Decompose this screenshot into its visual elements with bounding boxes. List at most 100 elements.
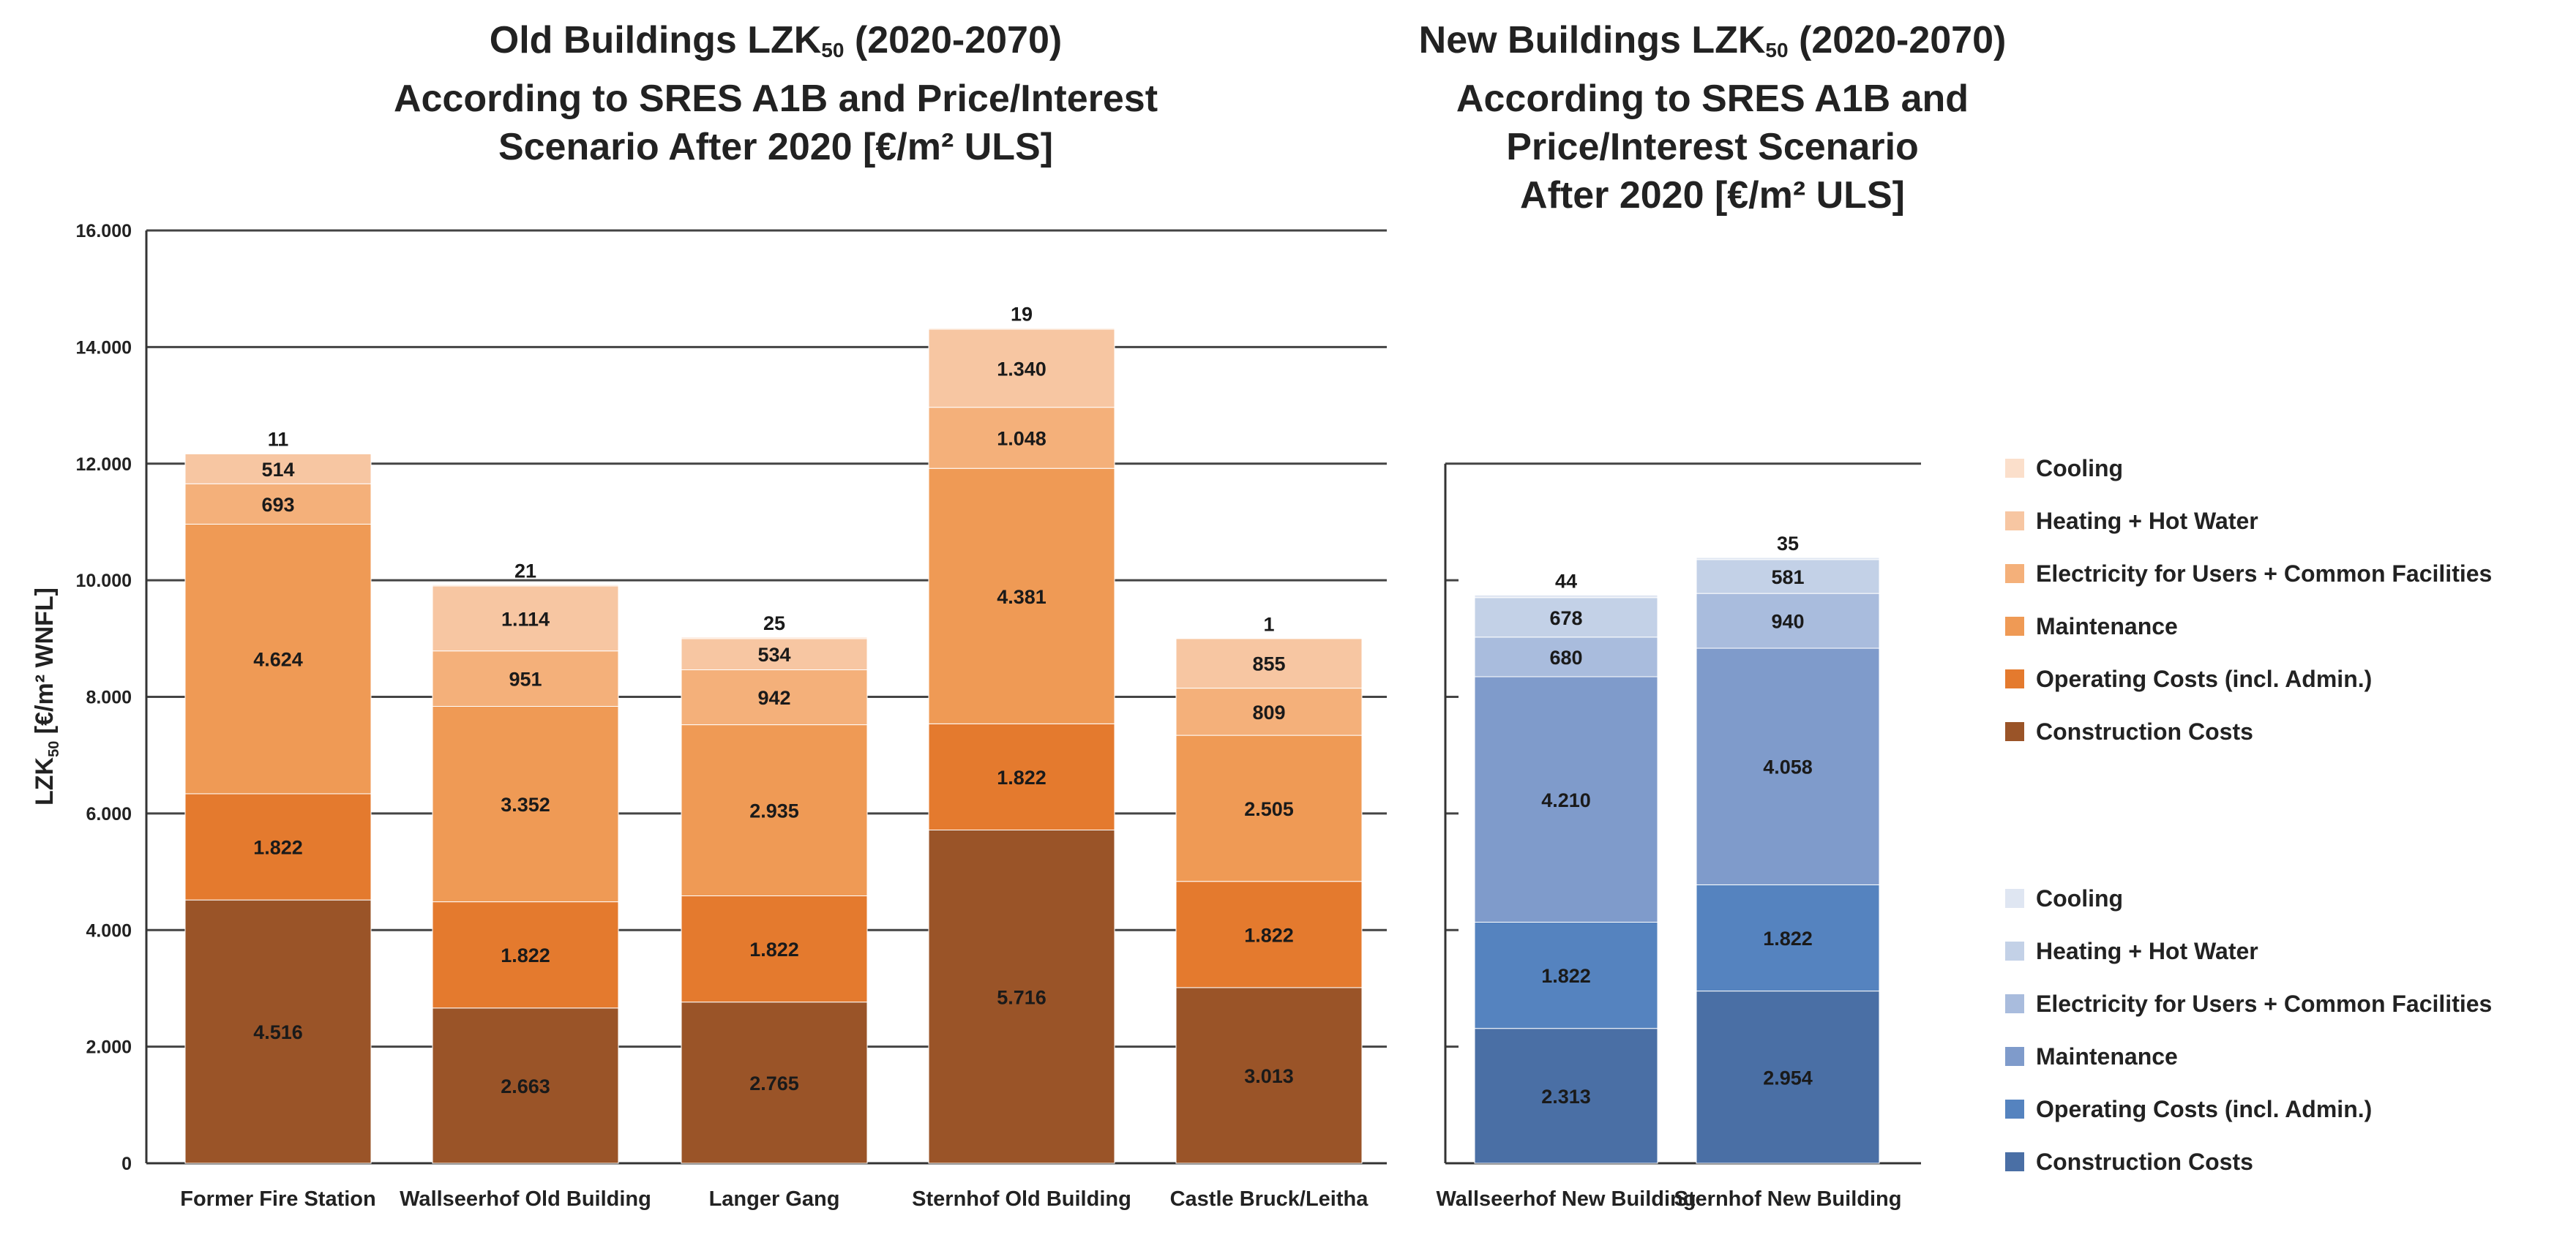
legend-swatch	[2005, 1152, 2024, 1171]
legend-label: Electricity for Users + Common Facilitie…	[2036, 990, 2493, 1017]
y-tick-label: 14.000	[76, 337, 132, 358]
bar-segment-operating-costs-incl-admin	[928, 723, 1115, 831]
legend-item-operating-costs-incl-admin: Operating Costs (incl. Admin.)	[2005, 1094, 2372, 1124]
legend-swatch	[2005, 994, 2024, 1013]
data-label: 942	[757, 687, 790, 709]
bar-segment-cooling	[928, 327, 1115, 330]
bar-segment-operating-costs-incl-admin	[681, 895, 868, 1003]
bar-segment-heating-hot-water	[1696, 559, 1880, 594]
x-tick-label: Sternhof New Building	[1674, 1187, 1902, 1211]
bar-segment-maintenance	[681, 724, 868, 896]
bar-segment-cooling	[681, 636, 868, 639]
bar-segment-construction-costs	[1474, 1028, 1658, 1164]
left-chart-title: Old Buildings LZK50 (2020-2070) Accordin…	[307, 16, 1244, 171]
right-title-line1-post: (2020-2070)	[1788, 19, 2007, 61]
data-label: 19	[1011, 303, 1033, 325]
legend-swatch	[2005, 564, 2024, 583]
data-label: 3.013	[1244, 1065, 1294, 1087]
data-label: 1.822	[1763, 928, 1813, 950]
data-label: 11	[268, 428, 289, 450]
legend-swatch	[2005, 669, 2024, 688]
right-title-line1-pre: New Buildings LZK	[1418, 19, 1766, 61]
legend-label: Maintenance	[2036, 612, 2178, 639]
data-label: 2.505	[1244, 798, 1294, 820]
data-label: 1.822	[749, 939, 799, 961]
data-label: 2.765	[749, 1073, 799, 1094]
x-tick-label: Former Fire Station	[180, 1187, 376, 1211]
legend-item-construction-costs: Construction Costs	[2005, 1147, 2253, 1176]
bar-segment-electricity-for-users-common-facilities	[1175, 688, 1363, 736]
right-title-line4: After 2020 [€/m² ULS]	[1520, 174, 1905, 217]
data-label: 1.822	[253, 837, 303, 859]
data-label: 1.340	[997, 358, 1046, 380]
bar-segment-heating-hot-water	[1474, 597, 1658, 638]
legend-item-electricity-for-users-common-facilities: Electricity for Users + Common Facilitie…	[2005, 989, 2492, 1018]
data-label: 940	[1771, 611, 1804, 633]
bar-segment-heating-hot-water	[432, 585, 619, 652]
bar-segment-operating-costs-incl-admin	[1474, 921, 1658, 1029]
y-tick-label: 10.000	[76, 571, 132, 591]
y-tick-label: 8.000	[86, 688, 132, 708]
legend-item-operating-costs-incl-admin: Operating Costs (incl. Admin.)	[2005, 664, 2372, 694]
data-label: 581	[1771, 566, 1804, 588]
left-title-line1-pre: Old Buildings LZK	[489, 19, 822, 61]
legend-label: Operating Costs (incl. Admin.)	[2036, 665, 2373, 692]
bar-segment-maintenance	[184, 523, 372, 795]
legend-item-maintenance: Maintenance	[2005, 612, 2178, 641]
bar-segment-construction-costs	[1696, 991, 1880, 1164]
data-label: 1	[1263, 613, 1274, 635]
data-label: 534	[757, 644, 790, 666]
legend-swatch	[2005, 1047, 2024, 1066]
data-label: 1.114	[501, 608, 550, 630]
legend-swatch	[2005, 1100, 2024, 1119]
legend-item-heating-hot-water: Heating + Hot Water	[2005, 936, 2258, 966]
left-title-line3: Scenario After 2020 [€/m² ULS]	[498, 126, 1054, 168]
data-label: 1.048	[997, 427, 1046, 449]
legend-item-maintenance: Maintenance	[2005, 1042, 2178, 1071]
bar-segment-electricity-for-users-common-facilities	[184, 483, 372, 525]
bar-segment-maintenance	[928, 467, 1115, 724]
y-tick-label: 6.000	[86, 804, 132, 825]
data-label: 678	[1549, 607, 1582, 629]
data-label: 4.210	[1541, 789, 1591, 811]
legend-swatch	[2005, 942, 2024, 961]
legend-label: Electricity for Users + Common Facilitie…	[2036, 560, 2493, 587]
right-title-subscript: 50	[1765, 39, 1789, 61]
legend-label: Construction Costs	[2036, 1148, 2253, 1175]
data-label: 855	[1252, 653, 1285, 675]
bar-segment-operating-costs-incl-admin	[1696, 884, 1880, 992]
bar-segment-cooling	[1696, 557, 1880, 560]
data-label: 2.954	[1763, 1067, 1813, 1089]
bar-segment-cooling	[1175, 637, 1363, 639]
bar-segment-cooling	[1474, 594, 1658, 598]
data-label: 951	[509, 669, 542, 691]
data-label: 693	[261, 494, 294, 516]
bar-segment-maintenance	[432, 705, 619, 903]
right-title-line3: Price/Interest Scenario	[1506, 126, 1919, 168]
left-title-line1-post: (2020-2070)	[844, 19, 1063, 61]
legend-swatch	[2005, 459, 2024, 478]
legend-label: Heating + Hot Water	[2036, 937, 2258, 964]
legend-label: Construction Costs	[2036, 718, 2253, 745]
y-axis-label-main: LZK	[31, 756, 59, 805]
bar-segment-electricity-for-users-common-facilities	[1696, 593, 1880, 649]
y-tick-label: 2.000	[86, 1037, 132, 1058]
data-label: 2.935	[749, 800, 799, 822]
y-tick-label: 0	[121, 1154, 132, 1174]
legend-label: Heating + Hot Water	[2036, 507, 2258, 534]
data-label: 4.516	[253, 1021, 303, 1043]
y-axis-label-subscript: 50	[46, 741, 62, 757]
bar-segment-construction-costs	[1175, 987, 1363, 1164]
data-label: 809	[1252, 702, 1285, 724]
bar-segment-heating-hot-water	[1175, 637, 1363, 689]
legend-label: Operating Costs (incl. Admin.)	[2036, 1095, 2373, 1122]
bar-segment-construction-costs	[432, 1007, 619, 1164]
data-label: 1.822	[1244, 924, 1294, 946]
x-tick-label: Wallseerhof Old Building	[400, 1187, 651, 1211]
bar-segment-electricity-for-users-common-facilities	[432, 650, 619, 707]
x-tick-label: Castle Bruck/Leitha	[1170, 1187, 1369, 1211]
y-tick-label: 16.000	[76, 221, 132, 241]
legend-item-cooling: Cooling	[2005, 454, 2123, 483]
data-label: 1.822	[501, 945, 550, 966]
